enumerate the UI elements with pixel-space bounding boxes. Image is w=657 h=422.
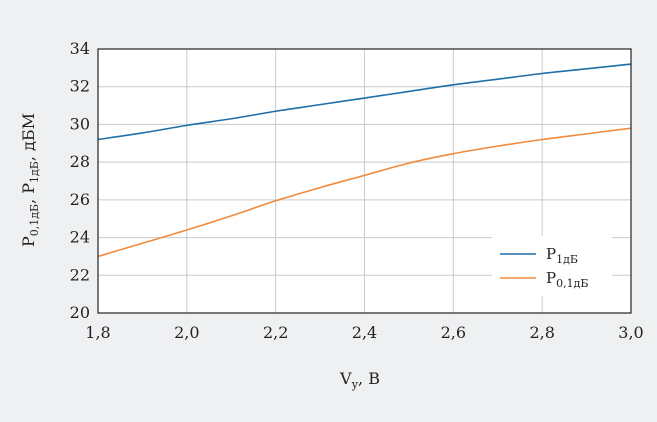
y-axis-ticks: 20 22 24 26 28 30 32 34 <box>70 39 90 322</box>
x-tick-label: 2,8 <box>529 323 554 342</box>
x-tick-label: 2,0 <box>174 323 199 342</box>
x-tick-label: 3,0 <box>618 323 643 342</box>
y-tick-label: 32 <box>70 77 90 96</box>
series-lines <box>97 63 632 258</box>
y-tick-label: 22 <box>70 265 90 284</box>
legend-label-p01db: P0,1дБ <box>546 269 588 290</box>
series-line-p01db <box>97 127 632 258</box>
x-axis-label: Vу, В <box>339 369 380 391</box>
x-tick-label: 2,2 <box>263 323 288 342</box>
y-tick-label: 34 <box>70 39 90 58</box>
y-tick-label: 20 <box>70 303 90 322</box>
x-tick-label: 2,6 <box>441 323 466 342</box>
y-tick-label: 24 <box>70 228 90 247</box>
legend: P1дБ P0,1дБ <box>492 236 612 296</box>
x-tick-label: 1,8 <box>85 323 110 342</box>
x-tick-label: 2,4 <box>352 323 377 342</box>
legend-box <box>492 236 612 296</box>
x-axis-ticks: 1,8 2,0 2,2 2,4 2,6 2,8 3,0 <box>85 323 643 342</box>
y-tick-label: 28 <box>70 152 90 171</box>
series-line-p1db <box>97 63 632 141</box>
y-tick-label: 30 <box>70 114 90 133</box>
plot-border <box>97 48 632 314</box>
y-axis-label: P0,1дБ, P1дБ, дБМ <box>19 113 41 247</box>
y-tick-label: 26 <box>70 190 90 209</box>
legend-label-p1db: P1дБ <box>546 245 578 266</box>
